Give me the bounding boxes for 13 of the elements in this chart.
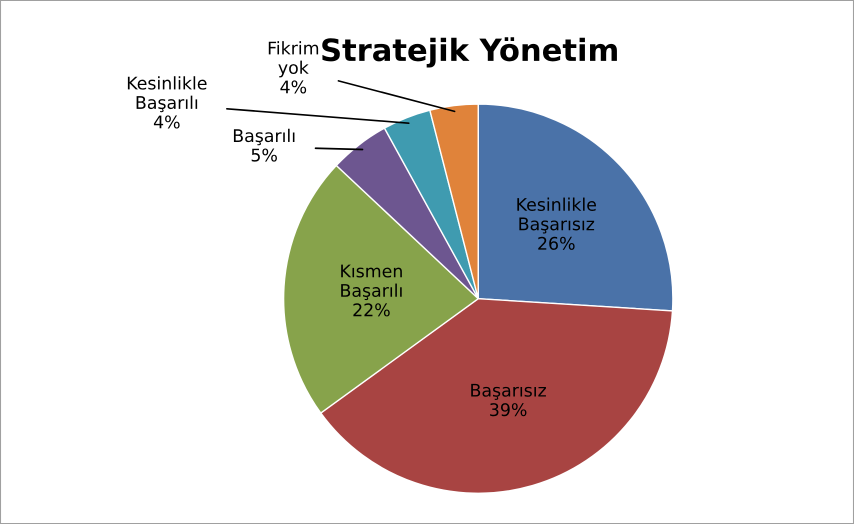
data-label: 5%	[252, 148, 277, 162]
data-label: 39%	[490, 403, 526, 416]
slice-label: Kesinlikle Başarılı	[128, 76, 207, 112]
data-label: 26%	[538, 236, 575, 250]
data-label: 4%	[154, 115, 180, 129]
slice-label: Başarısız	[471, 384, 546, 400]
slice-label: Fikrim yok	[268, 41, 318, 78]
slice-label: Kısmen Başarılı	[341, 264, 402, 300]
data-label: 4%	[280, 80, 306, 94]
chart-title: Stratejik Yönetim	[322, 37, 617, 68]
slice-label: Başarılı	[234, 128, 294, 146]
slice-label: Kesinlikle Başarısız	[517, 198, 596, 234]
data-label: 22%	[353, 303, 390, 316]
